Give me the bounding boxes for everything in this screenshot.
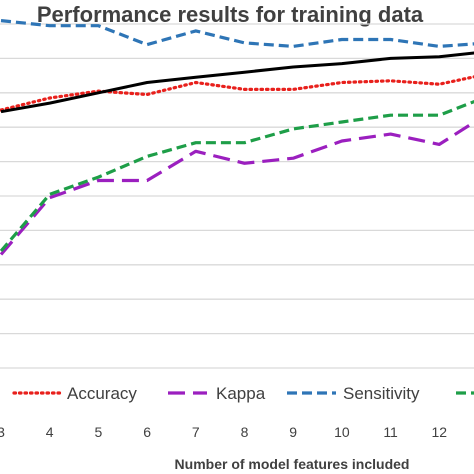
legend-label-sensitivity: Sensitivity [343, 384, 420, 403]
series-line-unlabeled-4 [0, 51, 474, 114]
x-tick-label: 12 [432, 424, 448, 440]
x-tick-label: 6 [143, 424, 151, 440]
x-tick-label: 8 [241, 424, 249, 440]
series-lines [0, 19, 474, 256]
x-axis-title: Number of model features included [175, 456, 410, 472]
series-line-sensitivity [0, 19, 474, 49]
x-tick-label: 9 [289, 424, 297, 440]
legend-label-accuracy: Accuracy [67, 384, 137, 403]
series-line-unlabeled-3 [0, 99, 474, 253]
x-tick-label: 3 [0, 424, 5, 440]
x-tick-label: 7 [192, 424, 200, 440]
x-tick-label: 11 [383, 424, 398, 440]
x-tick-label: 5 [95, 424, 103, 440]
legend: Accuracy Kappa Sensitivity [12, 384, 474, 403]
x-tick-label: 10 [334, 424, 350, 440]
gridlines [0, 23, 474, 369]
series-line-kappa [0, 120, 474, 256]
x-axis-tick-labels: 345678910111213 [0, 424, 448, 440]
legend-label-kappa: Kappa [216, 384, 266, 403]
series-line-accuracy [0, 75, 474, 112]
chart-title: Performance results for training data [37, 2, 424, 27]
x-tick-label: 4 [46, 424, 54, 440]
